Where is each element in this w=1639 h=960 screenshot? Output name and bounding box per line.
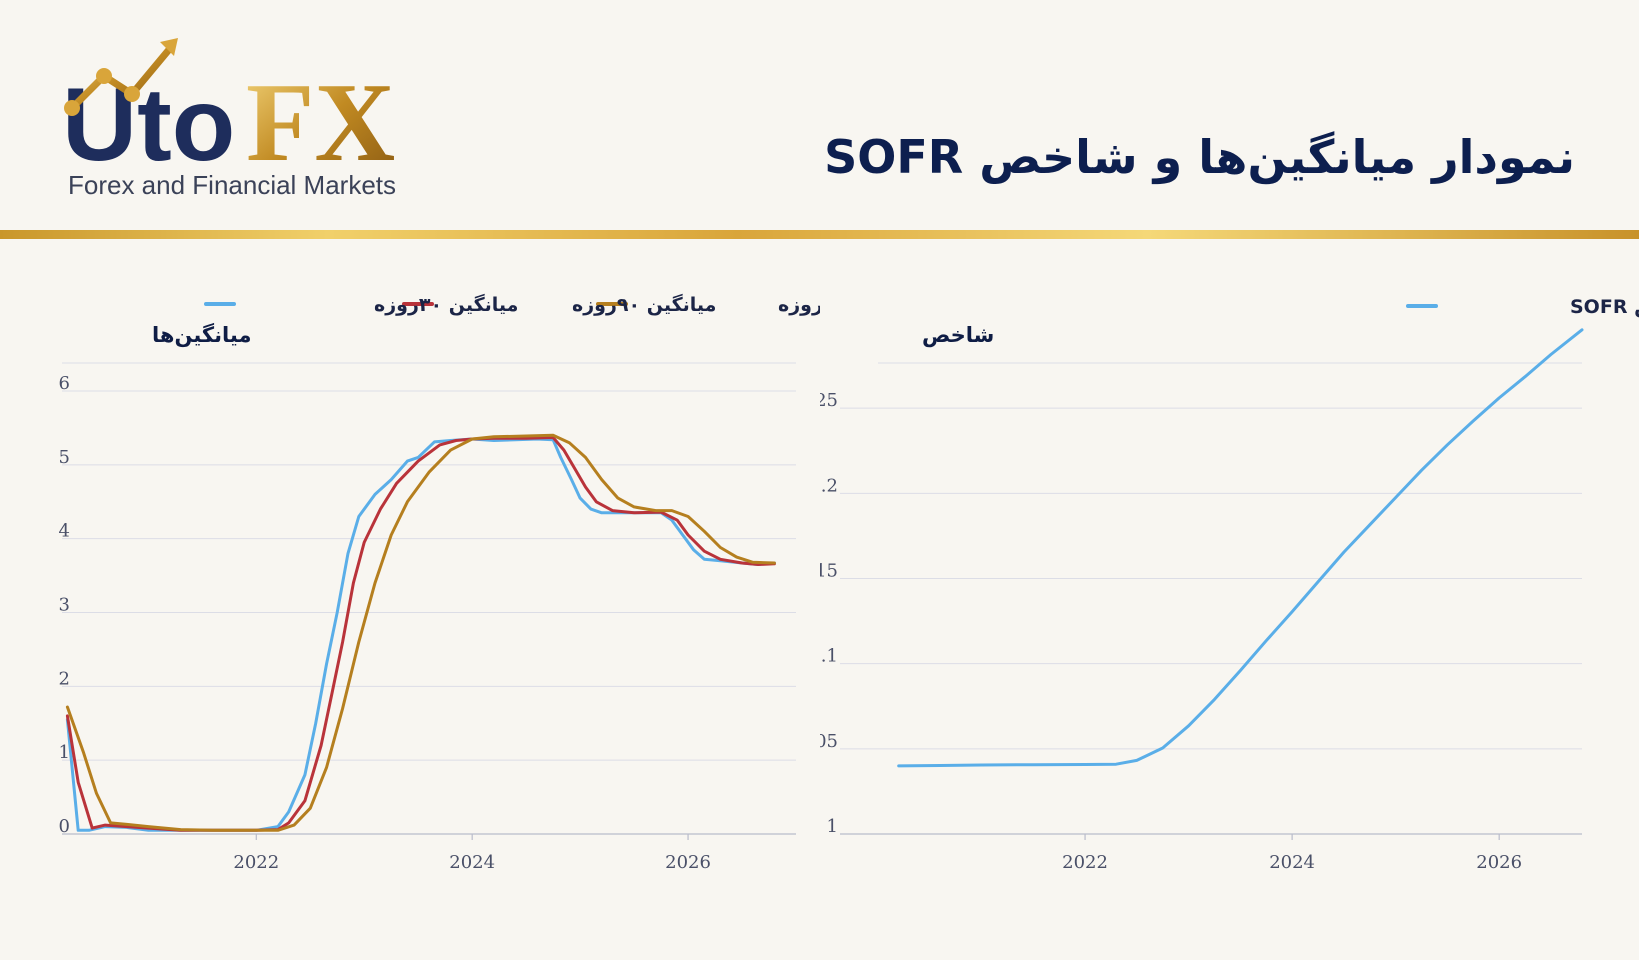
legend-label-avg30: میانگین ۳۰روزه — [374, 293, 518, 316]
averages-chart: میانگین ۱۸۰روزه میانگین ۹۰روزه میانگین ۳… — [59, 293, 820, 873]
averages-legend: میانگین ۱۸۰روزه میانگین ۹۰روزه میانگین ۳… — [204, 293, 820, 316]
averages-lines — [65, 433, 776, 832]
right-y-tick-label: 1.1 — [820, 646, 838, 667]
logo-text-uto: Uto — [62, 67, 235, 183]
legend-item-avg90: میانگین ۹۰روزه — [402, 293, 716, 316]
legend-label-sofr: شاخص SOFR — [1570, 296, 1639, 318]
logo-growth-arrow — [68, 42, 176, 112]
left-y-tick-label: 5 — [59, 447, 70, 468]
right-y-tick-label: 1.05 — [820, 731, 838, 752]
sofr-lines — [897, 328, 1584, 768]
left-x-tick-label: 2026 — [665, 852, 711, 873]
left-y-tick-label: 0 — [59, 816, 70, 837]
left-x-tick-label: 2022 — [233, 852, 279, 873]
right-y-tick-label: 1 — [827, 816, 838, 837]
header: Uto FX Forex and Financial Markets نمودا… — [0, 0, 1639, 232]
right-x-tick-label: 2024 — [1269, 852, 1315, 873]
right-series-line-0 — [897, 328, 1584, 768]
left-y-tick-label: 2 — [59, 668, 70, 689]
left-y-tick-label: 6 — [59, 373, 70, 394]
sofr-gridlines — [840, 407, 1582, 835]
right-y-tick-label: 1.25 — [820, 390, 838, 411]
left-series-line-0 — [65, 437, 776, 832]
averages-y-axis-title: میانگین‌ها — [152, 322, 251, 347]
right-x-tick-label: 2026 — [1476, 852, 1522, 873]
logo-text-fx: FX — [246, 61, 395, 185]
gold-divider — [0, 230, 1639, 239]
sofr-legend: شاخص SOFR — [1406, 296, 1639, 318]
left-y-tick-label: 1 — [59, 742, 70, 763]
legend-label-avg90: میانگین ۹۰روزه — [572, 293, 716, 316]
sofr-y-ticks: 1 1.05 1.1 1.15 1.2 1.25 — [820, 390, 838, 837]
page-title: نمودار میانگین‌ها و شاخص SOFR — [824, 130, 1575, 184]
averages-y-ticks: 0 1 2 3 4 5 6 — [59, 373, 70, 837]
right-y-tick-label: 1.2 — [820, 475, 838, 496]
left-series-line-1 — [65, 436, 776, 832]
left-series-line-2 — [65, 433, 776, 832]
sofr-y-axis-title: شاخص — [922, 323, 994, 347]
utofx-logo: Uto FX — [62, 38, 395, 185]
left-y-tick-label: 3 — [59, 595, 70, 616]
right-x-tick-label: 2022 — [1062, 852, 1108, 873]
averages-gridlines — [62, 390, 796, 835]
legend-item-avg30: میانگین ۳۰روزه — [204, 293, 518, 316]
averages-x-ticks: 2022 2024 2026 — [233, 834, 711, 873]
right-y-tick-label: 1.15 — [820, 561, 838, 582]
legend-item-avg180: میانگین ۱۸۰روزه — [596, 293, 820, 316]
left-y-tick-label: 4 — [59, 521, 70, 542]
logo-tagline: Forex and Financial Markets — [68, 170, 397, 200]
sofr-chart: شاخص SOFR شاخص 11.051.11.151.21.25 20222… — [820, 296, 1639, 873]
legend-label-avg180: میانگین ۱۸۰روزه — [778, 293, 820, 316]
left-x-tick-label: 2024 — [449, 852, 495, 873]
sofr-x-ticks: 2022 2024 2026 — [1062, 834, 1522, 873]
